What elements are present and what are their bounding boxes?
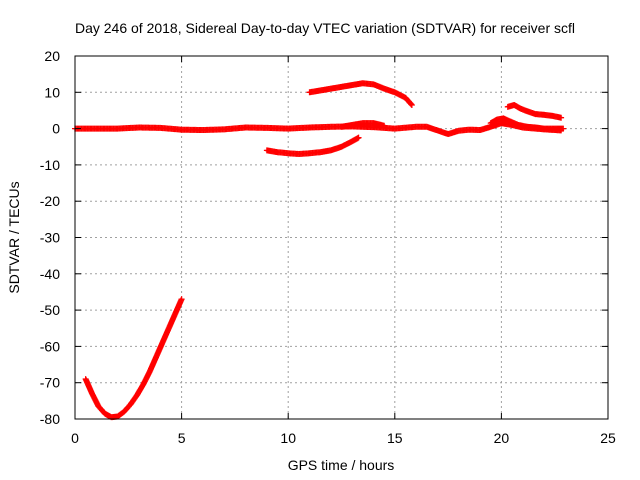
data-point-marker: [560, 125, 567, 132]
x-tick-label: 10: [280, 430, 296, 446]
chart-title: Day 246 of 2018, Sidereal Day-to-day VTE…: [75, 20, 575, 36]
y-tick-label: -60: [40, 338, 60, 354]
y-tick-label: -20: [40, 193, 60, 209]
y-tick-label: 10: [44, 84, 60, 100]
x-tick-label: 20: [494, 430, 510, 446]
data-point-marker: [381, 122, 388, 129]
data-point-marker: [408, 101, 415, 108]
data-point-marker: [178, 296, 185, 303]
y-tick-label: -40: [40, 266, 60, 282]
data-point-marker: [408, 102, 415, 109]
series-arc-late-upper: [504, 102, 565, 121]
series-arc-bump-mid: [338, 120, 388, 130]
x-tick-label: 5: [178, 430, 186, 446]
y-tick-label: 0: [52, 121, 60, 137]
x-tick-label: 0: [71, 430, 79, 446]
y-tick-label: 20: [44, 48, 60, 64]
data-point-marker: [355, 134, 362, 141]
data-point-marker: [558, 114, 565, 121]
y-tick-label: -80: [40, 411, 60, 427]
series-arc-late-mid: [487, 115, 567, 132]
series-arc-early-dip: [82, 296, 185, 421]
series-arc-lower-mid: [263, 134, 362, 158]
data-series: [72, 80, 567, 421]
x-tick-label: 15: [387, 430, 403, 446]
y-tick-label: -30: [40, 230, 60, 246]
axis-ticks: 0 5 10 15 20 25 -80 -70 -60 -50 -40 -30 -20 -10 0 10 20: [40, 48, 616, 446]
x-tick-label: 25: [600, 430, 616, 446]
y-tick-label: -10: [40, 157, 60, 173]
x-axis-label: GPS time / hours: [288, 457, 395, 473]
y-axis-label: SDTVAR / TECUs: [6, 181, 22, 293]
y-tick-label: -50: [40, 302, 60, 318]
y-tick-label: -70: [40, 375, 60, 391]
series-arc-upper-mid: [306, 80, 415, 109]
